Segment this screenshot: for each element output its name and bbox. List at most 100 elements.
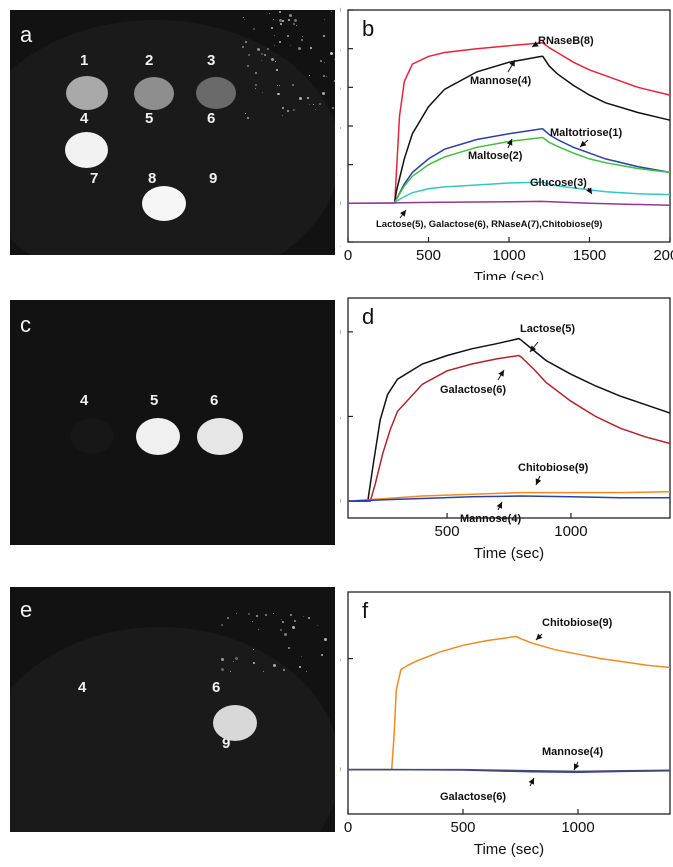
- noise-dot: [312, 104, 314, 106]
- annotation-arrowhead: [532, 41, 539, 47]
- annotation-arrowhead: [530, 345, 537, 352]
- series-line: [348, 181, 671, 205]
- annotation-arrowhead: [580, 140, 587, 147]
- noise-dot: [282, 107, 285, 110]
- noise-dot: [307, 617, 310, 620]
- annotation-label: Chitobiose(9): [542, 617, 613, 629]
- spot-label: 9: [209, 170, 218, 187]
- series-line: [348, 635, 671, 771]
- noise-dot: [273, 35, 275, 37]
- noise-dot: [288, 18, 291, 21]
- series-line: [348, 768, 671, 773]
- noise-dot: [288, 647, 291, 650]
- noise-dot: [268, 13, 270, 15]
- annotation-label: Glucose(3): [530, 177, 587, 189]
- x-tick-label: 500: [416, 247, 441, 264]
- bright-spot-5: [136, 418, 180, 455]
- spot-label: 6: [210, 392, 219, 409]
- noise-dot: [279, 84, 281, 86]
- x-tick-label: 0: [344, 819, 352, 836]
- annotation-arrowhead: [509, 60, 515, 67]
- x-axis-label: Time (sec): [474, 841, 544, 858]
- x-tick-label: 500: [450, 819, 475, 836]
- spr-image-a: a 1 2 3 4 5 6 7 8 9: [10, 10, 335, 255]
- noise-dot: [275, 61, 277, 63]
- annotation-label: Mannose(4): [460, 513, 521, 525]
- noise-dot: [309, 103, 311, 105]
- annotation-arrowhead: [586, 187, 592, 194]
- spot-label: 3: [207, 52, 216, 69]
- noise-dot: [256, 47, 260, 51]
- noise-dot: [254, 84, 257, 87]
- annotation-arrowhead: [535, 478, 542, 485]
- spot-label: 4: [80, 392, 89, 409]
- sample-plate: [10, 627, 335, 832]
- noise-dot: [266, 47, 269, 50]
- panel-letter: f: [362, 598, 369, 623]
- noise-dot: [333, 59, 335, 61]
- spot-label: 5: [145, 110, 154, 127]
- y-tick-label: 6: [340, 79, 341, 96]
- noise-dot: [299, 665, 302, 668]
- series-line: [348, 354, 671, 502]
- noise-dot: [330, 52, 334, 56]
- spot-label: 1: [80, 52, 89, 69]
- noise-dot: [255, 71, 257, 74]
- annotation-label: Galactose(6): [440, 384, 506, 396]
- series-line: [348, 55, 671, 205]
- annotation-label: Maltose(2): [468, 150, 523, 162]
- series-line: [348, 42, 671, 205]
- sample-plate: [10, 20, 335, 255]
- panel-letter: b: [362, 16, 374, 41]
- noise-dot: [319, 59, 322, 62]
- x-tick-label: 1500: [573, 247, 606, 264]
- noise-dot: [320, 654, 323, 657]
- noise-dot: [236, 613, 238, 615]
- y-tick-label: -2: [340, 234, 341, 251]
- noise-dot: [308, 74, 310, 76]
- noise-dot: [310, 47, 313, 50]
- y-tick-label: 4: [340, 118, 341, 135]
- faint-spot-4: [70, 418, 114, 454]
- noise-dot: [229, 670, 231, 672]
- noise-dot: [331, 107, 334, 110]
- noise-dot: [275, 69, 278, 72]
- y-tick-label: 10: [340, 324, 341, 341]
- annotation-arrowhead: [496, 502, 502, 509]
- bright-spot-4: [65, 132, 108, 168]
- noise-dot: [321, 92, 325, 96]
- bright-spot-9: [213, 705, 257, 741]
- noise-dot: [290, 44, 292, 46]
- noise-dot: [323, 61, 325, 63]
- noise-dot: [282, 115, 284, 117]
- noise-dot: [290, 614, 293, 617]
- noise-dot: [291, 626, 295, 630]
- noise-dot: [301, 655, 303, 657]
- x-tick-label: 1000: [561, 819, 594, 836]
- noise-dot: [247, 64, 250, 67]
- spot-label: 4: [78, 679, 87, 696]
- x-tick-label: 1000: [492, 247, 525, 264]
- noise-dot: [244, 113, 246, 115]
- noise-dot: [297, 46, 301, 50]
- noise-dot: [243, 18, 245, 20]
- series-line: [348, 136, 671, 205]
- annotation-label: Galactose(6): [440, 791, 506, 803]
- annotation-arrowhead: [536, 633, 543, 640]
- y-tick-label: 8: [340, 41, 341, 58]
- noise-dot: [271, 26, 274, 29]
- noise-dot: [287, 109, 290, 112]
- chart-f: 0500100005Time (sec)Δ%RfChitobiose(9)Man…: [340, 591, 671, 858]
- bright-spot-1: [66, 76, 108, 110]
- noise-dot: [251, 621, 253, 623]
- noise-dot: [281, 619, 283, 621]
- panel-letter: d: [362, 304, 374, 329]
- noise-dot: [253, 662, 256, 665]
- y-tick-label: 0: [340, 493, 341, 510]
- noise-dot: [283, 669, 286, 672]
- x-tick-label: 0: [344, 247, 352, 264]
- noise-dot: [292, 109, 295, 112]
- noise-dot: [272, 664, 276, 668]
- annotation-arrowhead: [498, 370, 504, 377]
- plot-frame: [347, 9, 671, 243]
